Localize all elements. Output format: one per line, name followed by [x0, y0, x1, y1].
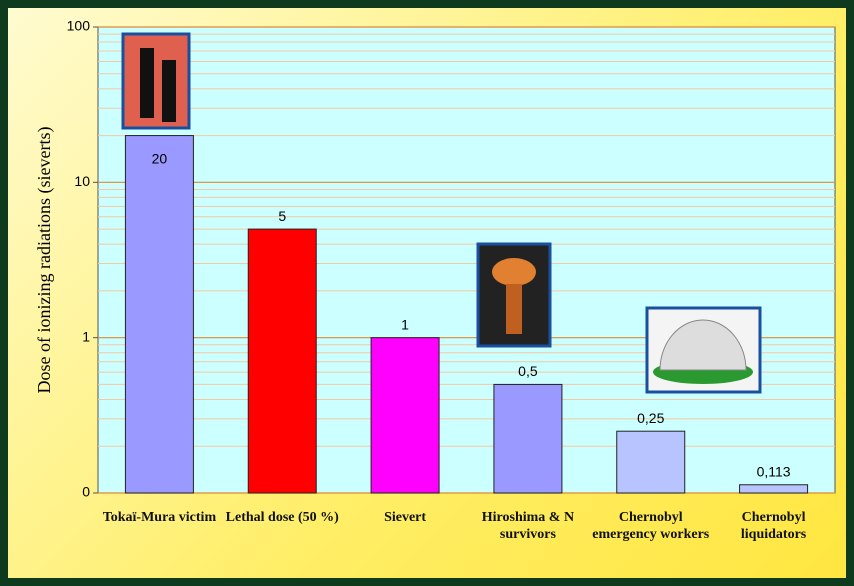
bar — [739, 484, 809, 494]
y-tick-label: 1 — [82, 328, 90, 344]
x-tick-label: Hiroshima & N survivors — [481, 510, 575, 542]
icons — [121, 32, 762, 394]
bar — [493, 383, 563, 494]
bar — [247, 228, 317, 494]
x-tick-label: Lethal dose (50 %) — [225, 510, 339, 525]
x-tick-label: Chernobyl emergency workers — [592, 510, 710, 542]
icon-dome — [659, 319, 747, 371]
value-label: 0,25 — [637, 410, 664, 426]
x-tick-label: Tokaï-Mura victim — [102, 510, 217, 525]
y-tick-label: 10 — [74, 173, 90, 189]
icon-stem — [506, 284, 522, 334]
value-label: 1 — [401, 316, 409, 332]
plot-area — [97, 26, 836, 494]
bar — [616, 430, 686, 494]
value-label: 0,5 — [518, 363, 538, 379]
x-tick-label: Chernobyl liquidators — [740, 510, 807, 542]
icon-figure — [162, 60, 176, 122]
bar — [370, 337, 440, 494]
y-tick-label: 100 — [67, 18, 91, 34]
icon-workers — [121, 32, 191, 130]
value-label: 0,113 — [757, 463, 791, 479]
icon-figure — [140, 48, 154, 118]
y-tick-label: 0 — [82, 484, 90, 500]
value-label: 20 — [152, 150, 168, 166]
icon-cloud — [492, 258, 536, 286]
value-label: 5 — [278, 208, 286, 224]
y-axis-label: Dose of ionizing radiations (sieverts) — [34, 127, 55, 394]
bar — [124, 135, 194, 494]
x-tick-label: Sievert — [384, 510, 427, 525]
